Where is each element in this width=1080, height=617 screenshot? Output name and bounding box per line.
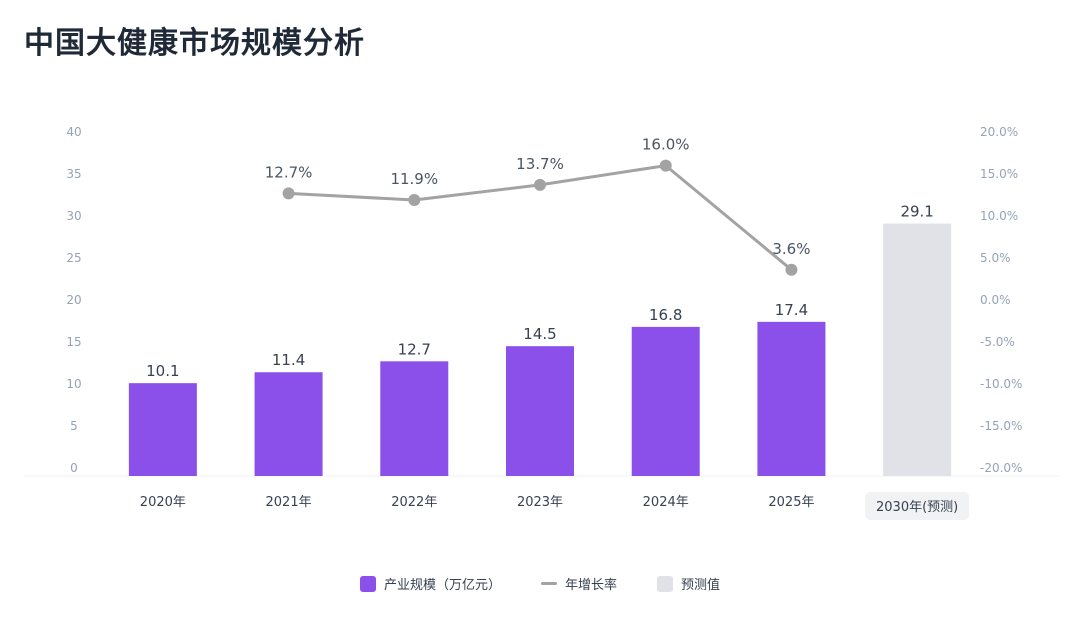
growth-rate-point: [659, 159, 672, 172]
growth-rate-point: [408, 194, 421, 207]
bar: [631, 326, 700, 476]
bar-value-label: 11.4: [272, 351, 305, 369]
growth-rate-label: 11.9%: [390, 170, 438, 188]
bar-value-label: 12.7: [398, 340, 431, 358]
growth-rate-point: [785, 263, 798, 276]
legend-item[interactable]: 年增长率: [540, 574, 617, 593]
bar: [757, 321, 826, 476]
growth-rate-point: [534, 178, 546, 191]
legend-label: 预测值: [681, 578, 721, 593]
bar-value-label: 10.1: [146, 362, 179, 380]
growth-rate-label: 12.7%: [265, 163, 313, 181]
chart-legend: 产业规模（万亿元） 年增长率 预测值: [0, 574, 1080, 593]
legend-swatch: [359, 575, 376, 592]
legend-label: 年增长率: [564, 578, 617, 593]
bar-value-label: 29.1: [900, 203, 933, 221]
y-left-tick-label: 25: [66, 251, 81, 265]
x-category-label: 2023年: [517, 495, 563, 510]
legend-label: 产业规模（万亿元）: [383, 578, 501, 593]
y-right-tick-label: 15.0%: [980, 167, 1018, 181]
y-right-tick-label: -15.0%: [980, 419, 1022, 433]
combo-chart: 0 5 10 15 20 25 30 35 40 -20.0% -15.0% -10.0% -5.0% 0…: [24, 125, 1060, 520]
bar: [128, 383, 197, 476]
bar-value-label: 17.4: [775, 301, 808, 319]
legend-swatch: [657, 575, 673, 592]
page-title: 中国大健康市场规模分析: [24, 26, 365, 61]
y-left-tick-label: 10: [66, 377, 81, 391]
y-left-tick-label: 40: [66, 125, 81, 139]
y-right-tick-label: -10.0%: [980, 377, 1022, 391]
y-right-tick-label: 10.0%: [980, 209, 1018, 223]
legend-item[interactable]: 产业规模（万亿元）: [359, 574, 501, 593]
y-right-tick-label: -20.0%: [980, 461, 1022, 475]
bar: [254, 372, 323, 476]
y-left-tick-label: 5: [70, 419, 78, 433]
y-left-tick-label: 20: [66, 293, 81, 307]
y-left-tick-label: 30: [66, 209, 81, 223]
x-category-label: 2025年: [768, 495, 814, 510]
y-right-tick-label: 20.0%: [980, 125, 1018, 139]
x-category-label: 2021年: [266, 495, 312, 510]
y-left-tick-label: 35: [66, 167, 81, 181]
forecast-bar: [883, 223, 952, 476]
y-left-tick-label: 0: [70, 461, 78, 475]
y-right-tick-label: 0.0%: [980, 293, 1011, 307]
bar: [380, 361, 449, 476]
bar: [506, 346, 574, 476]
growth-rate-point: [282, 187, 295, 200]
bar-value-label: 14.5: [523, 325, 556, 343]
y-left-tick-label: 15: [66, 335, 81, 349]
x-category-label: 2022年: [391, 495, 437, 510]
legend-swatch: [540, 582, 557, 585]
forecast-category-pill: [865, 492, 970, 520]
growth-rate-label: 3.6%: [772, 240, 810, 258]
growth-rate-label: 16.0%: [642, 136, 690, 154]
x-category-label: 2020年: [140, 495, 186, 510]
x-category-label: 2024年: [643, 495, 689, 510]
bar-value-label: 16.8: [649, 306, 682, 324]
legend-item[interactable]: 预测值: [657, 574, 720, 593]
y-right-tick-label: 5.0%: [980, 251, 1011, 265]
growth-rate-label: 13.7%: [516, 155, 564, 173]
x-category-label: 2030年(预测): [876, 500, 958, 515]
y-right-tick-label: -5.0%: [980, 335, 1015, 349]
